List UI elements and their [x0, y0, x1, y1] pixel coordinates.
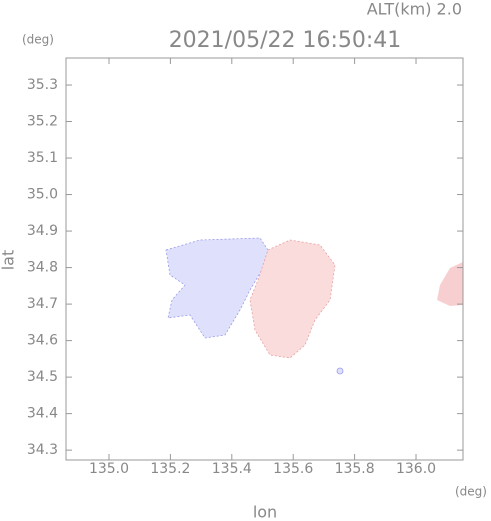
y-axis-title: lat — [0, 250, 18, 271]
x-tick-label: 135.4 — [212, 461, 252, 477]
x-tick-label: 135.8 — [335, 461, 375, 477]
y-tick-label: 35.2 — [27, 114, 58, 130]
y-tick-label: 35.0 — [27, 187, 58, 203]
receding-echo — [249, 239, 336, 359]
x-axis-title: lon — [253, 503, 277, 521]
y-tick-label: 35.3 — [27, 77, 58, 93]
x-unit: (deg) — [455, 485, 487, 499]
approaching-echo — [165, 237, 269, 339]
y-tick-label: 34.9 — [27, 223, 58, 239]
x-tick-label: 135.2 — [150, 461, 190, 477]
y-tick-label: 34.7 — [27, 296, 58, 312]
y-unit: (deg) — [22, 33, 54, 47]
x-tick-label: 135.0 — [89, 461, 129, 477]
x-tick-label: 136.0 — [396, 461, 436, 477]
y-tick-label: 35.1 — [27, 150, 58, 166]
x-tick-label: 135.6 — [273, 461, 313, 477]
altitude: ALT(km) 2.0 — [367, 0, 462, 19]
echo-speck — [336, 367, 344, 375]
chart-title: 2021/05/22 16:50:41 — [169, 28, 402, 53]
y-tick-label: 34.8 — [27, 260, 58, 276]
echo-area — [165, 237, 463, 375]
y-tick-label: 34.3 — [27, 442, 58, 458]
y-tick-label: 34.4 — [27, 406, 58, 422]
receding-echo — [437, 262, 463, 306]
y-tick-label: 34.6 — [27, 333, 58, 349]
plot-frame — [65, 57, 464, 461]
y-tick-label: 34.5 — [27, 369, 58, 385]
